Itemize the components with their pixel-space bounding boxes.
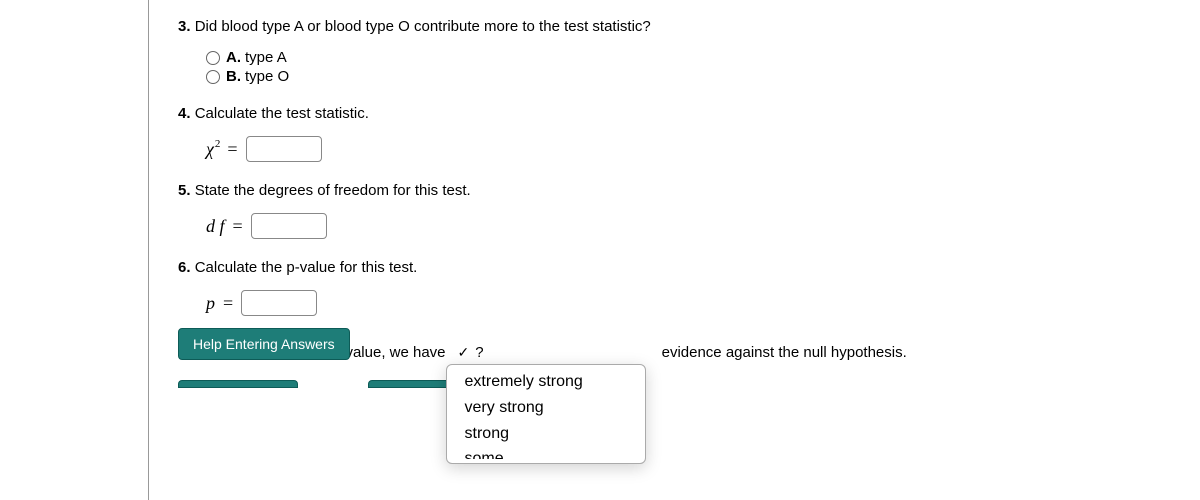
p-symbol: p bbox=[206, 293, 215, 314]
cutoff-button-stub[interactable] bbox=[178, 380, 298, 388]
df-row: d f = bbox=[206, 213, 1178, 239]
question-5: 5. State the degrees of freedom for this… bbox=[178, 182, 1178, 239]
question-5-prompt: State the degrees of freedom for this te… bbox=[195, 182, 471, 199]
question-4: 4. Calculate the test statistic. χ2 = bbox=[178, 105, 1178, 162]
radio-option-a[interactable] bbox=[206, 51, 220, 65]
help-entering-answers-button[interactable]: Help Entering Answers bbox=[178, 328, 350, 360]
dropdown-selected-value: ? bbox=[475, 344, 483, 361]
question-3-prompt: Did blood type A or blood type O contrib… bbox=[195, 18, 651, 35]
dropdown-menu: extremely strong very strong strong some bbox=[446, 364, 646, 464]
question-7-text-after: evidence against the null hypothesis. bbox=[662, 344, 907, 361]
radio-option-b[interactable] bbox=[206, 70, 220, 84]
chi-char: χ bbox=[206, 139, 214, 159]
chi-squared-input[interactable] bbox=[246, 136, 322, 162]
option-a-row[interactable]: A. type A bbox=[206, 49, 1178, 66]
dropdown-item[interactable]: some bbox=[447, 447, 645, 459]
chi-sup: 2 bbox=[215, 138, 221, 150]
df-symbol: d f bbox=[206, 216, 225, 237]
equals-sign-p: = bbox=[223, 293, 233, 314]
equals-sign-df: = bbox=[233, 216, 243, 237]
question-3: 3. Did blood type A or blood type O cont… bbox=[178, 18, 1178, 85]
question-5-number: 5. bbox=[178, 182, 191, 199]
question-3-text: 3. Did blood type A or blood type O cont… bbox=[178, 18, 1178, 35]
option-b-letter: B. bbox=[226, 68, 241, 85]
check-icon: ✓ bbox=[458, 344, 470, 361]
left-divider bbox=[148, 0, 149, 500]
evidence-dropdown[interactable]: ✓ ? extremely strong very strong strong … bbox=[448, 340, 492, 364]
question-4-prompt: Calculate the test statistic. bbox=[195, 105, 369, 122]
dropdown-item[interactable]: strong bbox=[447, 421, 645, 447]
question-6-text: 6. Calculate the p-value for this test. bbox=[178, 259, 1178, 276]
chi-squared-symbol: χ2 bbox=[206, 139, 219, 160]
df-input[interactable] bbox=[251, 213, 327, 239]
question-5-text: 5. State the degrees of freedom for this… bbox=[178, 182, 1178, 199]
option-b-text: type O bbox=[245, 68, 289, 85]
chi-squared-row: χ2 = bbox=[206, 136, 1178, 162]
question-4-number: 4. bbox=[178, 105, 191, 122]
question-6-number: 6. bbox=[178, 259, 191, 276]
question-3-options: A. type A B. type O bbox=[206, 49, 1178, 85]
question-4-text: 4. Calculate the test statistic. bbox=[178, 105, 1178, 122]
bottom-cutoff-buttons bbox=[178, 380, 458, 388]
equals-sign-chi: = bbox=[227, 139, 237, 160]
option-a-text: type A bbox=[245, 49, 287, 66]
option-a-letter: A. bbox=[226, 49, 241, 66]
content-area: chance. 3. Did blood type A or blood typ… bbox=[178, 0, 1178, 384]
question-6: 6. Calculate the p-value for this test. … bbox=[178, 259, 1178, 316]
dropdown-item[interactable]: extremely strong bbox=[447, 369, 645, 395]
dropdown-selected-row[interactable]: ✓ ? bbox=[448, 340, 492, 364]
cutoff-button-stub[interactable] bbox=[368, 380, 458, 388]
p-value-input[interactable] bbox=[241, 290, 317, 316]
question-3-number: 3. bbox=[178, 18, 191, 35]
option-b-row[interactable]: B. type O bbox=[206, 68, 1178, 85]
question-6-prompt: Calculate the p-value for this test. bbox=[195, 259, 418, 276]
dropdown-item[interactable]: very strong bbox=[447, 395, 645, 421]
p-row: p = bbox=[206, 290, 1178, 316]
